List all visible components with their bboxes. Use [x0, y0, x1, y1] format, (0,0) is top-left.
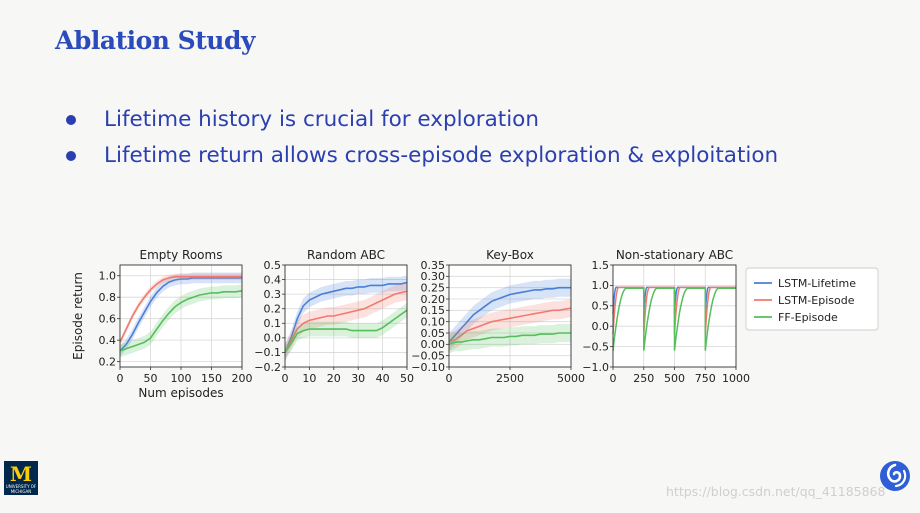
- chart-title: Empty Rooms: [140, 248, 223, 262]
- x-tick-label: 0: [282, 372, 289, 385]
- y-tick-label: 0.15: [421, 304, 446, 317]
- series-band-ff_episode: [120, 284, 242, 358]
- y-tick-label: 0.0: [264, 332, 282, 345]
- x-tick-label: 10: [302, 372, 316, 385]
- legend-label: FF-Episode: [778, 311, 838, 324]
- series-line-lstm_episode: [284, 290, 408, 353]
- legend-label: LSTM-Lifetime: [778, 277, 856, 290]
- y-tick-label: 0.2: [264, 303, 282, 316]
- series-line-lstm_lifetime: [284, 281, 408, 353]
- bullet-list: Lifetime history is crucial for explorat…: [64, 102, 778, 174]
- series-line-ff_episode: [119, 290, 243, 352]
- y-tick-label: −0.10: [411, 361, 445, 374]
- bullet-item: Lifetime history is crucial for explorat…: [64, 102, 778, 138]
- x-tick-label: 50: [144, 372, 158, 385]
- series-line-lstm_lifetime: [448, 286, 571, 343]
- x-tick-label: 0: [117, 372, 124, 385]
- logo-university-text: UNIVERSITY OF MICHIGAN: [5, 484, 37, 494]
- y-tick-label: 0.30: [421, 270, 446, 283]
- series-line-ff_episode: [284, 309, 408, 353]
- x-tick-label: 0: [610, 372, 617, 385]
- series-line-lstm_lifetime: [119, 277, 242, 352]
- legend-box: [745, 267, 879, 331]
- y-tick-label: −1.0: [582, 361, 609, 374]
- legend-label: LSTM-Episode: [778, 294, 855, 307]
- series-band-ff_episode: [449, 323, 571, 354]
- series-band-lstm_lifetime: [449, 278, 571, 352]
- x-tick-label: 20: [327, 372, 341, 385]
- logo-m-mark: M: [9, 462, 33, 486]
- deepmind-logo-swirl: [886, 463, 902, 483]
- x-tick-label: 750: [695, 372, 716, 385]
- y-tick-label: 0.4: [99, 334, 117, 347]
- x-axis-label: Num episodes: [138, 386, 223, 400]
- bullet-text: Lifetime return allows cross-episode exp…: [104, 143, 779, 168]
- y-tick-label: 0.4: [264, 273, 282, 286]
- y-tick-label: −0.1: [254, 346, 281, 359]
- series-band-lstm_lifetime: [120, 272, 242, 357]
- x-tick-label: 1000: [722, 372, 750, 385]
- y-tick-label: 1.5: [592, 259, 610, 272]
- x-tick-label: 500: [664, 372, 685, 385]
- deepmind-logo: [880, 461, 910, 491]
- x-tick-label: 0: [446, 372, 453, 385]
- y-tick-label: 0.0: [592, 320, 610, 333]
- x-tick-label: 250: [633, 372, 654, 385]
- y-tick-label: 0.2: [99, 355, 117, 368]
- bullet-dot-icon: [66, 151, 76, 161]
- series-line-lstm_episode: [119, 276, 242, 343]
- x-tick-label: 100: [171, 372, 192, 385]
- series-line-ff_episode: [448, 332, 571, 346]
- y-tick-label: 0.35: [421, 259, 446, 272]
- y-tick-label: 0.1: [264, 317, 282, 330]
- chart-title: Random ABC: [307, 248, 385, 262]
- y-tick-label: 0.5: [592, 300, 610, 313]
- x-tick-label: 2500: [496, 372, 524, 385]
- x-tick-label: 200: [232, 372, 253, 385]
- x-tick-label: 150: [201, 372, 222, 385]
- deepmind-logo-arc: [894, 469, 907, 488]
- series-band-lstm_episode: [120, 273, 242, 346]
- y-axis-label: Episode return: [71, 272, 85, 360]
- y-tick-label: 0.05: [421, 327, 446, 340]
- x-tick-label: 40: [376, 372, 390, 385]
- y-tick-label: 0.6: [99, 312, 117, 325]
- university-of-michigan-logo: M UNIVERSITY OF MICHIGAN: [4, 461, 38, 495]
- y-tick-label: 0.5: [264, 259, 282, 272]
- y-tick-label: −0.2: [254, 361, 281, 374]
- series-band-ff_episode: [285, 302, 407, 360]
- y-tick-label: −0.5: [582, 340, 609, 353]
- bullet-item: Lifetime return allows cross-episode exp…: [64, 138, 778, 174]
- y-tick-label: −0.05: [411, 349, 445, 362]
- y-tick-label: 0.20: [421, 293, 446, 306]
- y-tick-label: 1.0: [592, 279, 610, 292]
- bullet-text: Lifetime history is crucial for explorat…: [104, 107, 539, 132]
- bullet-dot-icon: [66, 115, 76, 125]
- x-tick-label: 30: [351, 372, 365, 385]
- watermark-url: https://blog.csdn.net/qq_41185868: [666, 484, 886, 499]
- x-tick-label: 50: [400, 372, 414, 385]
- y-tick-label: 0.8: [99, 291, 117, 304]
- chart-title: Key-Box: [486, 248, 534, 262]
- y-tick-label: 0.10: [421, 315, 446, 328]
- chart-title: Non-stationary ABC: [616, 248, 733, 262]
- x-tick-label: 5000: [557, 372, 585, 385]
- y-tick-label: 1.0: [99, 270, 117, 283]
- axes-frame: [284, 264, 408, 368]
- y-tick-label: 0.3: [264, 288, 282, 301]
- plot-area: [285, 265, 407, 367]
- series-line-ff_episode: [612, 287, 736, 351]
- series-line-lstm_episode: [448, 307, 572, 343]
- slide-title: Ablation Study: [55, 26, 255, 55]
- y-tick-label: 0.00: [421, 338, 446, 351]
- y-tick-label: 0.25: [421, 281, 446, 294]
